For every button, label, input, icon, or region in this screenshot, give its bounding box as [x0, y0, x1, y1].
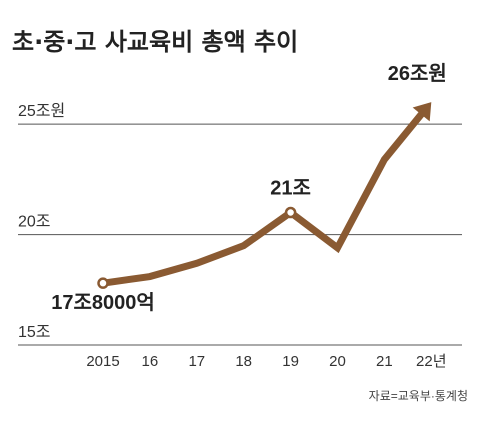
x-tick-label: 17 [188, 353, 205, 370]
y-tick-label: 25조원 [18, 102, 65, 120]
x-tick-label: 20 [329, 353, 346, 370]
end-arrow [412, 102, 432, 122]
data-label: 26조원 [388, 62, 447, 85]
x-tick-label: 22년 [416, 353, 447, 370]
x-axis: 2015 16 17 18 19 20 21 22년 [86, 353, 446, 370]
data-label: 17조8000억 [51, 291, 155, 314]
data-label: 21조 [270, 178, 311, 200]
y-axis: 25조원 20조 15조 [18, 102, 65, 341]
x-tick-label: 19 [282, 353, 299, 370]
grid [18, 123, 462, 346]
data-labels: 17조8000억 21조 26조원 [51, 62, 447, 314]
x-tick-label: 18 [235, 353, 252, 370]
x-tick-label: 21 [376, 353, 393, 370]
y-tick-label: 15조 [18, 324, 51, 341]
source-note: 자료=교육부·통계청 [369, 389, 468, 403]
y-tick-label: 20조 [18, 214, 51, 231]
data-point [97, 277, 109, 289]
series [102, 102, 432, 287]
series-line [102, 107, 428, 287]
chart-title: 초·중·고 사교육비 총액 추이 [12, 28, 298, 56]
data-point [284, 206, 297, 219]
x-tick-label: 16 [142, 353, 159, 370]
x-tick-label: 2015 [86, 353, 119, 370]
